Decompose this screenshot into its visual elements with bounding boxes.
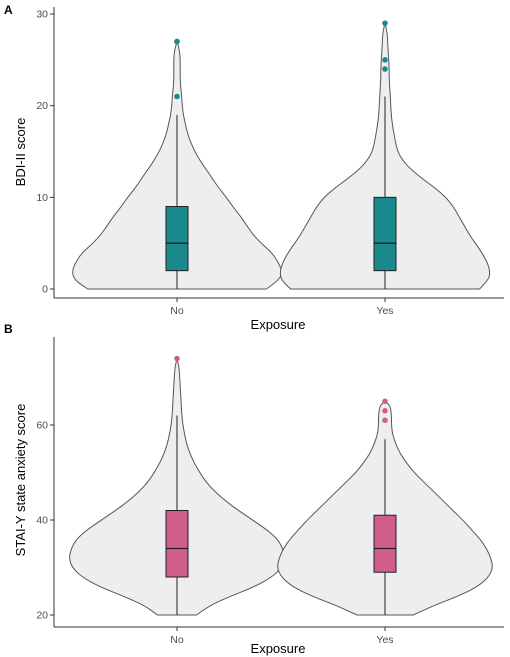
y-tick-label: 20 <box>36 610 48 622</box>
outlier-point <box>174 38 180 45</box>
panel-a-y-title: BDI-II score <box>13 118 28 187</box>
y-tick-label: 0 <box>42 284 48 296</box>
x-tick-label: Yes <box>376 305 393 317</box>
outlier-point <box>174 355 180 362</box>
panel-a-letter: A <box>4 3 13 17</box>
outlier-point <box>382 66 388 72</box>
outlier-point <box>382 417 388 424</box>
outlier-point <box>382 57 388 63</box>
x-tick-label: No <box>170 634 184 646</box>
x-tick-label: No <box>170 305 184 317</box>
y-tick-label: 20 <box>36 100 48 112</box>
outlier-point <box>382 20 388 26</box>
box-yes <box>373 514 397 573</box>
panel-a-y-ticks: 0 10 20 30 <box>36 9 54 296</box>
panel-a-x-ticks: No Yes <box>170 298 394 317</box>
panel-a: A BDI-II score Exposure 0 10 20 30 No Yes <box>4 3 504 332</box>
panel-b-y-ticks: 20 40 60 <box>36 420 54 622</box>
panel-b: B STAI-Y state anxiety score Exposure 20… <box>4 322 504 656</box>
x-tick-label: Yes <box>376 634 393 646</box>
panel-a-plot-area <box>72 20 491 290</box>
outlier-point <box>174 93 180 100</box>
box-yes <box>373 196 397 272</box>
y-tick-label: 30 <box>36 9 48 21</box>
outlier-point <box>382 407 388 414</box>
panel-b-x-title: Exposure <box>251 641 306 656</box>
box-no <box>165 510 189 578</box>
panel-b-plot-area <box>69 355 493 616</box>
y-tick-label: 60 <box>36 420 48 432</box>
panel-a-x-title: Exposure <box>251 317 306 332</box>
y-tick-label: 10 <box>36 192 48 204</box>
y-tick-label: 40 <box>36 515 48 527</box>
box-no <box>165 206 189 272</box>
outlier-point <box>382 398 388 405</box>
panel-b-y-title: STAI-Y state anxiety score <box>13 404 28 557</box>
panel-b-letter: B <box>4 322 13 336</box>
panel-b-x-ticks: No Yes <box>170 627 394 646</box>
